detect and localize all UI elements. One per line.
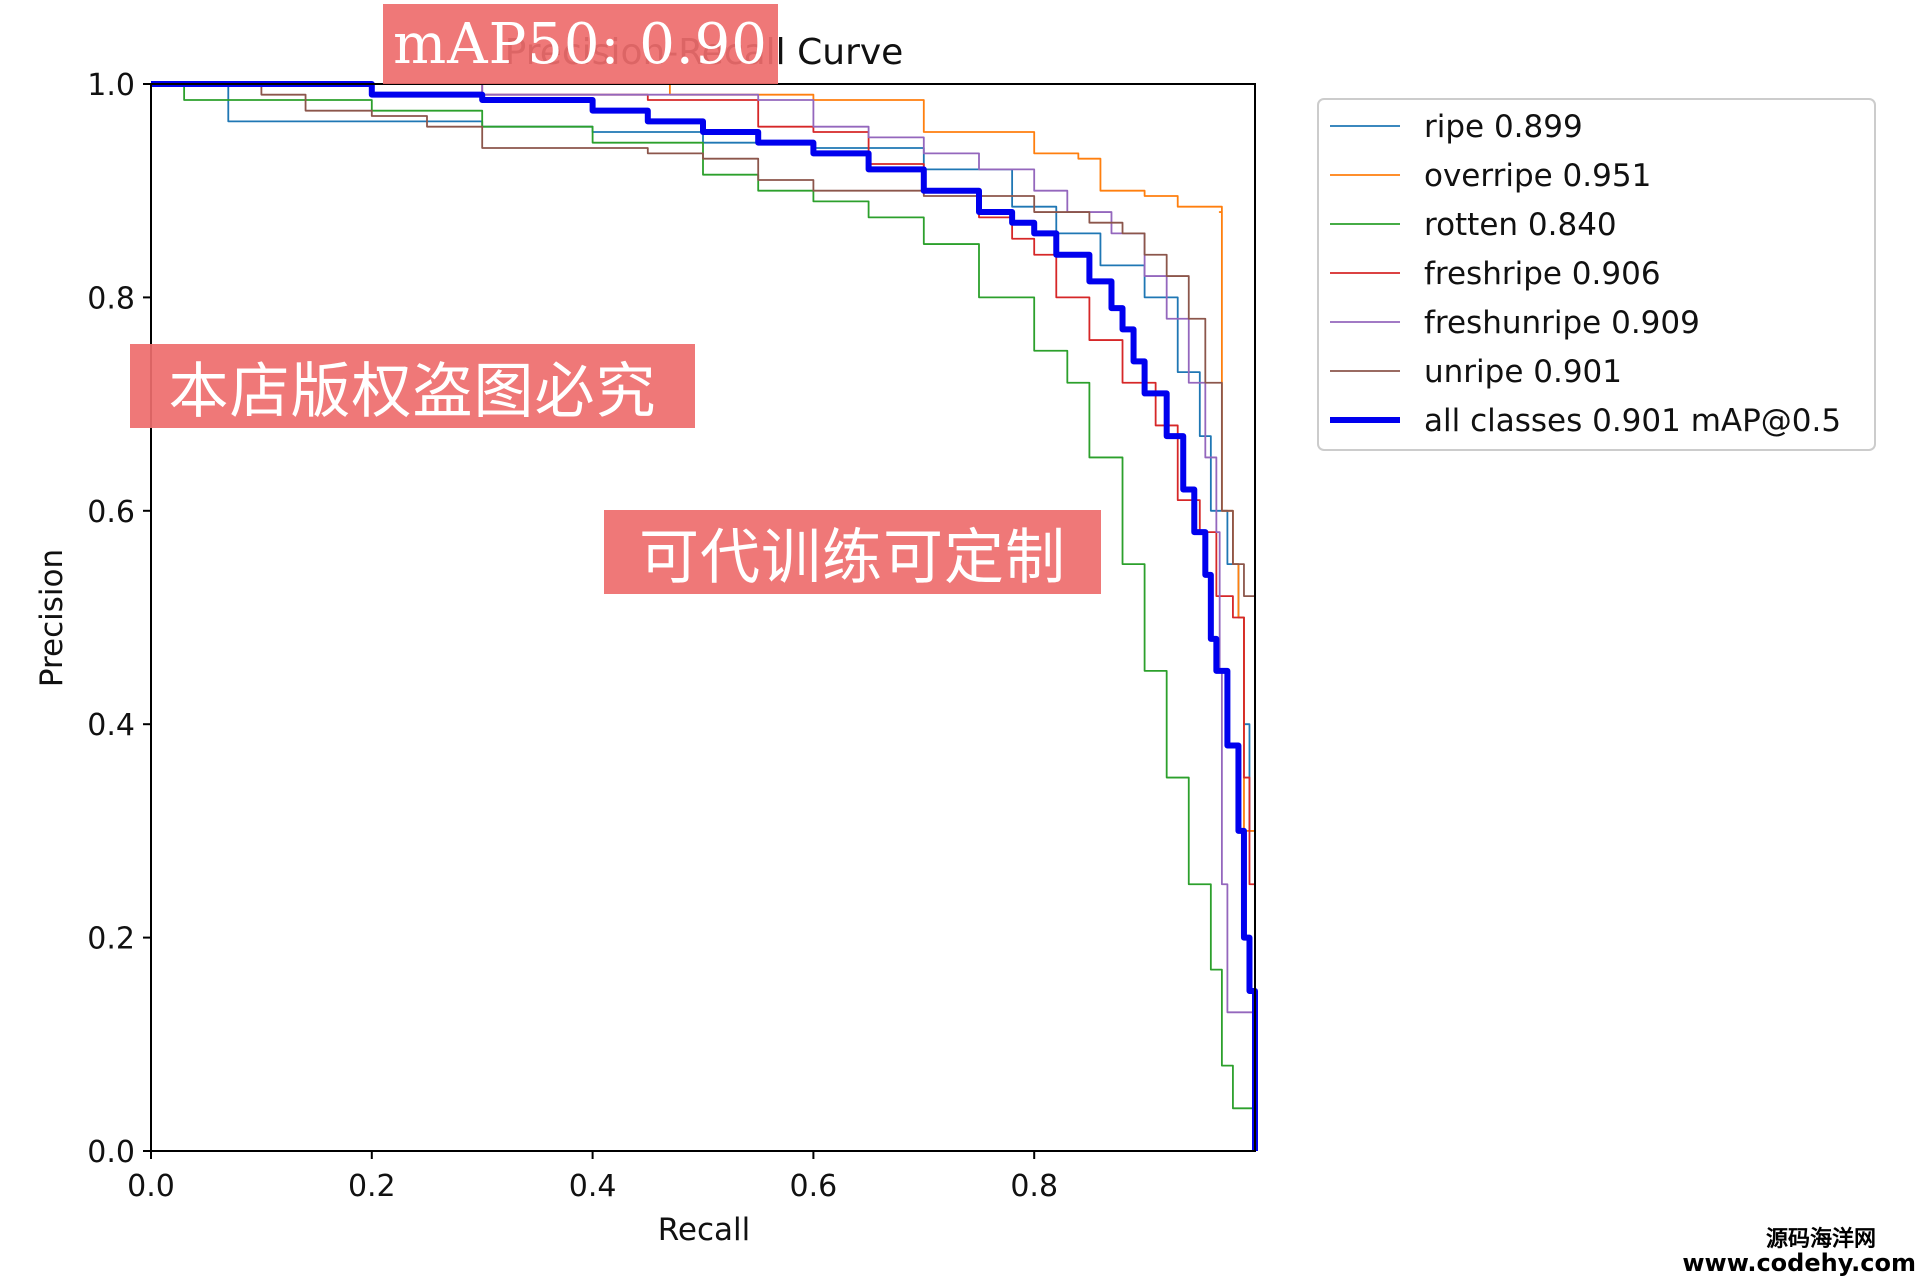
y-tick-label-3: 0.6 bbox=[87, 495, 135, 530]
y-axis: 0.0 0.2 0.4 0.6 0.8 1.0 bbox=[87, 68, 151, 1170]
site-watermark-url: www.codehy.com bbox=[1682, 1248, 1916, 1277]
legend-label-4: freshunripe 0.909 bbox=[1424, 305, 1700, 341]
site-watermark: 源码海洋网 www.codehy.com bbox=[1682, 1228, 1916, 1276]
x-axis-label: Recall bbox=[658, 1212, 751, 1248]
map-score-badge: mAP50: 0.90 bbox=[383, 4, 778, 84]
x-tick-label-4: 0.8 bbox=[1010, 1169, 1058, 1204]
series-line-1 bbox=[151, 83, 1256, 1151]
series-line-5 bbox=[151, 83, 1256, 1151]
series-layer bbox=[151, 81, 1258, 1151]
copyright-watermark: 本店版权盗图必究 bbox=[130, 344, 695, 428]
legend: ripe 0.899 overripe 0.951 rotten 0.840 fres… bbox=[1330, 109, 1841, 439]
legend-label-3: freshripe 0.906 bbox=[1424, 256, 1661, 292]
legend-label-2: rotten 0.840 bbox=[1424, 207, 1617, 243]
x-tick-label-0: 0.0 bbox=[127, 1169, 175, 1204]
x-tick-label-2: 0.4 bbox=[569, 1169, 617, 1204]
x-tick-label-1: 0.2 bbox=[348, 1169, 396, 1204]
legend-label-0: ripe 0.899 bbox=[1424, 109, 1583, 145]
y-axis-label: Precision bbox=[34, 549, 70, 687]
series-line-4 bbox=[151, 83, 1256, 1151]
legend-box bbox=[1317, 98, 1876, 451]
legend-label-1: overripe 0.951 bbox=[1424, 158, 1651, 194]
legend-label-6: all classes 0.901 mAP@0.5 bbox=[1424, 403, 1841, 439]
series-line-0 bbox=[151, 83, 1256, 1151]
site-watermark-name: 源码海洋网 bbox=[1765, 1226, 1876, 1252]
x-tick-label-3: 0.6 bbox=[790, 1169, 838, 1204]
series-line-2 bbox=[151, 83, 1256, 1151]
plot-frame bbox=[150, 83, 1256, 1152]
x-axis: 0.0 0.2 0.4 0.6 0.8 bbox=[127, 1151, 1058, 1204]
y-tick-label-0: 0.0 bbox=[87, 1135, 135, 1170]
training-service-watermark: 可代训练可定制 bbox=[604, 510, 1101, 594]
series-line-6 bbox=[151, 81, 1258, 1151]
y-tick-label-4: 0.8 bbox=[87, 281, 135, 316]
legend-label-5: unripe 0.901 bbox=[1424, 354, 1622, 390]
y-tick-label-2: 0.4 bbox=[87, 708, 135, 743]
y-tick-label-1: 0.2 bbox=[87, 922, 135, 957]
y-tick-label-5: 1.0 bbox=[87, 68, 135, 103]
series-line-3 bbox=[151, 83, 1256, 1151]
